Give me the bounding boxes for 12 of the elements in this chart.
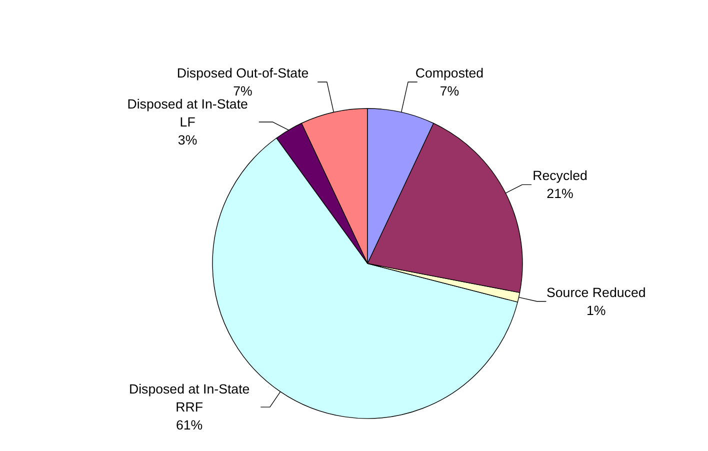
slice-label: Recycled	[532, 168, 588, 184]
slice-label: Disposed at In-State RRF	[128, 382, 250, 415]
slice-label: Disposed Out-of-State	[176, 65, 309, 80]
data-label: 7%	[233, 83, 253, 98]
slice-label: Source Reduced	[546, 284, 646, 300]
data-label: 21%	[546, 186, 574, 202]
data-label: 3%	[178, 132, 198, 148]
data-label: 1%	[586, 302, 606, 318]
data-label: 61%	[176, 418, 203, 433]
slice-label: Composted	[415, 65, 484, 80]
slice-label: Disposed at In-State LF	[127, 96, 248, 130]
data-label: 7%	[440, 83, 460, 98]
